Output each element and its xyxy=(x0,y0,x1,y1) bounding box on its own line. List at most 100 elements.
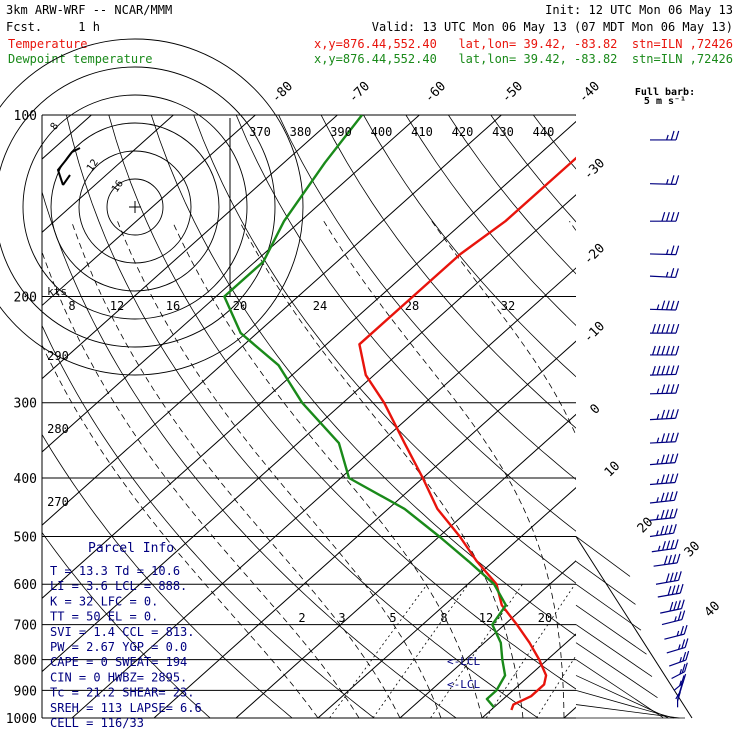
wind-barb-flag xyxy=(657,545,661,551)
pressure-label: 500 xyxy=(14,530,37,545)
wind-barb-flag xyxy=(668,554,672,565)
plot-edge-line xyxy=(575,642,658,698)
forecast-hour: Fcst. 1 h xyxy=(6,20,100,34)
wind-barb-flag xyxy=(665,573,670,583)
wind-barb-flag xyxy=(666,384,670,394)
wind-barb-staff xyxy=(649,308,676,311)
dry-adiabat-line xyxy=(703,115,740,718)
wind-barb-flag xyxy=(681,639,686,649)
wind-barb-flag xyxy=(665,409,670,419)
wind-barb-flag xyxy=(670,245,675,255)
wind-barb-flag xyxy=(675,323,680,334)
pressure-label: 800 xyxy=(14,654,37,669)
theta-label: 400 xyxy=(371,125,393,139)
isotherm-line xyxy=(153,340,576,719)
theta-left-label: 280 xyxy=(47,422,69,436)
wind-barb xyxy=(649,268,679,279)
wind-barb-flag xyxy=(675,212,680,222)
parcel-info-row: CELL = 116/33 xyxy=(50,716,144,730)
hodograph-unit-label: kts xyxy=(47,285,67,298)
dry-adiabat-line xyxy=(42,531,211,719)
wind-barb-staff xyxy=(649,373,676,376)
wind-barb-flag xyxy=(675,365,680,375)
theta-label: 410 xyxy=(411,125,433,139)
wind-barb-flag xyxy=(682,651,687,662)
plot-edge-line xyxy=(575,583,642,631)
dry-adiabat-line xyxy=(193,115,576,584)
mixing-ratio-line xyxy=(329,583,428,719)
isotherm-label: -40 xyxy=(576,79,603,106)
dry-adiabat-line xyxy=(363,115,576,378)
wind-barb-flag xyxy=(666,134,669,141)
wind-barb-flag xyxy=(685,650,690,661)
mixing-ratio-label: 8 xyxy=(440,611,447,625)
wind-barb-flag xyxy=(670,175,675,185)
wind-barb-flag xyxy=(677,644,681,650)
wind-barb xyxy=(650,130,680,141)
wind-barb-flag xyxy=(682,673,687,684)
moist-adiabat-line xyxy=(323,220,565,718)
pressure-label: 900 xyxy=(14,684,37,699)
plot-edge-line xyxy=(575,690,675,719)
wind-barb-flag xyxy=(683,624,688,635)
pressure-label: 600 xyxy=(14,578,37,593)
dry-adiabat-line xyxy=(42,433,293,719)
wind-barb-flag xyxy=(671,585,676,595)
isotherm-label: -30 xyxy=(581,156,608,183)
hodograph-ring-label: 20 xyxy=(233,299,247,313)
wind-barb-flag xyxy=(669,491,674,501)
wind-barb-flag xyxy=(670,300,675,311)
wind-barb xyxy=(649,453,679,466)
isotherm-line xyxy=(42,115,174,233)
wind-barb-flag xyxy=(660,509,665,520)
dewpoint-legend-info: x,y=876.44,552.40 lat,lon= 39.42, -83.82… xyxy=(314,52,733,66)
plot-edge-line xyxy=(575,659,664,718)
hodograph-small-label: 12 xyxy=(85,157,101,173)
wind-barb-flag xyxy=(660,474,665,484)
wind-barb-flag xyxy=(656,323,661,334)
wind-barb-flag xyxy=(669,508,674,519)
wind-barb-flag xyxy=(661,212,666,222)
pressure-label: 400 xyxy=(14,472,37,487)
wind-barb-flag xyxy=(675,245,680,255)
wind-barb-flag xyxy=(684,662,688,672)
wind-barb-flag xyxy=(675,432,679,442)
wind-barb-flag xyxy=(666,212,670,222)
parcel-info-row: PW = 2.67 YGP = 0.0 xyxy=(50,640,187,654)
wind-barb-flag xyxy=(675,584,680,594)
valid-time: Valid: 13 UTC Mon 06 May 13 (07 MDT Mon … xyxy=(372,20,733,34)
mixing-ratio-label: 5 xyxy=(389,611,396,625)
theta-label: 370 xyxy=(249,125,271,139)
parcel-info-row: Tc = 21.2 SHEAR= 23. xyxy=(50,686,195,700)
wind-barb-flag xyxy=(670,539,675,550)
wind-barb-flag xyxy=(670,268,675,278)
wind-barb-flag xyxy=(673,508,678,518)
wind-barb-flag xyxy=(676,553,681,564)
hodograph-ring-label: 8 xyxy=(68,299,75,313)
dry-adiabat-line xyxy=(235,115,576,532)
wind-barb-flag xyxy=(662,541,666,551)
wind-barb xyxy=(649,175,680,185)
wind-barb-flag xyxy=(675,300,680,311)
wind-barb xyxy=(671,662,688,680)
wind-barb-flag xyxy=(676,630,680,637)
dry-adiabat-line xyxy=(108,115,576,690)
lcl-marker: <-LCL xyxy=(447,655,480,668)
isotherm-line xyxy=(42,115,420,453)
wind-barb-flag xyxy=(665,454,670,464)
parcel-info-row: K = 32 LFC = 0. xyxy=(50,594,158,608)
wind-barb-flag xyxy=(675,345,680,356)
wind-barb-flag xyxy=(661,365,666,375)
dewpoint-trace xyxy=(223,115,508,709)
wind-barb-flag xyxy=(656,478,660,485)
pressure-label: 300 xyxy=(14,397,37,412)
hodograph-ring xyxy=(22,94,248,320)
wind-barb-flag xyxy=(673,491,678,501)
lcl-marker: <-LCL xyxy=(447,678,480,691)
wind-barb-staff xyxy=(649,392,676,395)
wind-barb-flag xyxy=(680,599,685,609)
wind-barb-flag xyxy=(677,691,681,702)
wind-barb-flag xyxy=(660,454,665,464)
wind-barb xyxy=(649,508,678,521)
